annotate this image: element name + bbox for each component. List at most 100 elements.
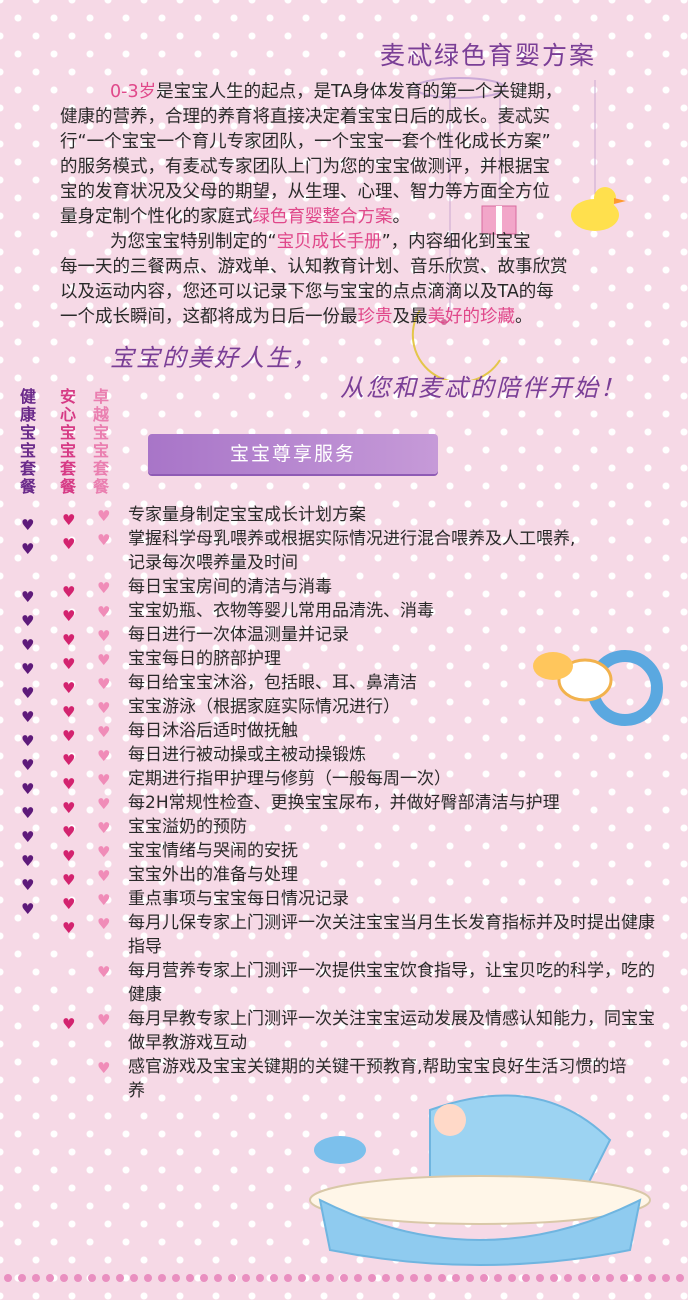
mobile-strings-icon <box>414 77 596 310</box>
border-dot <box>662 1274 670 1282</box>
baby-mobile-decoration <box>411 77 626 380</box>
heart-icon: ♥ <box>21 828 35 846</box>
service-text: 宝宝溢奶的预防 <box>128 817 247 837</box>
package-excellent-header: 卓越宝宝套餐 <box>92 387 109 496</box>
border-dot <box>522 1274 530 1282</box>
page-title: 麦忒绿色育婴方案 <box>380 41 597 70</box>
heart-icon: ♥ <box>21 660 35 678</box>
heart-icon: ♥ <box>62 871 76 889</box>
heart-icon: ♥ <box>62 583 76 601</box>
package-safe-header: 安心宝宝套餐 <box>59 387 76 496</box>
package-health-header: 健康宝宝套餐 <box>19 387 36 496</box>
heart-icon: ♥ <box>62 847 76 865</box>
heart-icon: ♥ <box>21 852 35 870</box>
border-dot <box>494 1274 502 1282</box>
heart-icon: ♥ <box>97 675 111 693</box>
service-text: 定期进行指甲护理与修剪（一般每周一次） <box>128 769 451 789</box>
intro-line: 宝的发育状况及父母的期望，从生理、心理、智力等方面全方位 <box>60 182 550 202</box>
border-dot <box>298 1274 306 1282</box>
service-text: 宝宝外出的准备与处理 <box>128 865 298 885</box>
border-dot <box>228 1274 236 1282</box>
heart-icon: ♥ <box>62 655 76 673</box>
heart-icon: ♥ <box>97 795 111 813</box>
intro-line: 量身定制个性化的家庭式绿色育婴整合方案。 <box>60 205 688 230</box>
intro-line: 0-3岁是宝宝人生的起点，是TA身体发育的第一个关键期， <box>60 80 688 105</box>
intro-line: 健康的营养，合理的养育将直接决定着宝宝日后的成长。麦忒实 <box>60 107 550 127</box>
service-text: 每日给宝宝沐浴，包括眼、耳、鼻清洁 <box>128 673 417 693</box>
border-dot <box>620 1274 628 1282</box>
intro-line: 行“一个宝宝一个育儿专家团队，一个宝宝一套个性化成长方案” <box>60 132 551 152</box>
border-dot <box>578 1274 586 1282</box>
heart-icon: ♥ <box>21 684 35 702</box>
border-dot <box>186 1274 194 1282</box>
intro-line: 以及运动内容，您还可以记录下您与宝宝的点点滴滴以及TA的每 <box>60 282 554 302</box>
baby-cradle-icon <box>309 1094 651 1266</box>
service-text: 掌握科学母乳喂养或根据实际情况进行混合喂养及人工喂养,记录每次喂养量及时间 <box>128 529 576 573</box>
service-text: 感官游戏及宝宝关键期的关键干预教育,帮助宝宝良好生活习惯的培养 <box>128 1057 627 1101</box>
intro-text-segment: 。 <box>392 207 411 227</box>
gift-icon <box>481 205 517 235</box>
heart-icon: ♥ <box>97 579 111 597</box>
duck-icon <box>571 187 626 231</box>
heart-icon: ♥ <box>62 607 76 625</box>
heart-icon: ♥ <box>21 636 35 654</box>
border-dot <box>32 1274 40 1282</box>
intro-line: 每一天的三餐两点、游戏单、认知教育计划、音乐欣赏、故事欣赏 <box>60 257 568 277</box>
border-dot <box>326 1274 334 1282</box>
heart-icon: ♥ <box>62 919 76 937</box>
intro-text-segment: 及最 <box>392 307 428 327</box>
heart-icon: ♥ <box>97 867 111 885</box>
heart-icon: ♥ <box>21 756 35 774</box>
highlight-treasure: 美好的珍藏 <box>427 307 516 327</box>
border-dot <box>536 1274 544 1282</box>
border-dot <box>550 1274 558 1282</box>
heart-icon: ♥ <box>97 891 111 909</box>
heart-icon: ♥ <box>97 771 111 789</box>
border-dot <box>676 1274 684 1282</box>
border-dot <box>340 1274 348 1282</box>
border-dot <box>592 1274 600 1282</box>
heart-icon: ♥ <box>97 603 111 621</box>
service-text: 宝宝每日的脐部护理 <box>128 649 281 669</box>
heart-icon: ♥ <box>97 723 111 741</box>
heart-icon: ♥ <box>21 588 35 606</box>
heart-icon: ♥ <box>97 531 111 549</box>
border-dot <box>508 1274 516 1282</box>
intro-text-segment: 为您宝宝特别制定的“ <box>110 232 277 252</box>
service-text: 宝宝奶瓶、衣物等婴儿常用品清洗、消毒 <box>128 601 434 621</box>
slogan-line-2: 从您和麦忒的陪伴开始！ <box>340 374 626 402</box>
border-dot <box>382 1274 390 1282</box>
border-dot <box>634 1274 642 1282</box>
slogan-line-1: 宝宝的美好人生， <box>110 344 318 372</box>
heart-icon: ♥ <box>21 540 35 558</box>
intro-text-segment: ”，内容细化到宝宝 <box>381 232 531 252</box>
border-dot <box>256 1274 264 1282</box>
border-dot <box>214 1274 222 1282</box>
heart-icon: ♥ <box>97 747 111 765</box>
service-text: 宝宝游泳（根据家庭实际情况进行） <box>128 697 400 717</box>
heart-icon: ♥ <box>97 843 111 861</box>
heart-icon: ♥ <box>62 631 76 649</box>
heart-icon: ♥ <box>97 1059 111 1077</box>
moon-icon <box>411 309 501 380</box>
heart-icon: ♥ <box>62 535 76 553</box>
highlight-green-plan: 绿色育婴整合方案 <box>252 207 393 227</box>
border-dot <box>284 1274 292 1282</box>
service-text: 每月营养专家上门测评一次提供宝宝饮食指导，让宝贝吃的科学，吃的健康 <box>128 961 655 1005</box>
border-dot <box>466 1274 474 1282</box>
border-dot <box>564 1274 572 1282</box>
border-dot <box>116 1274 124 1282</box>
heart-icon: ♥ <box>62 751 76 769</box>
heart-icon: ♥ <box>21 900 35 918</box>
border-dot <box>130 1274 138 1282</box>
intro-text-segment: 量身定制个性化的家庭式 <box>60 207 253 227</box>
border-dot <box>242 1274 250 1282</box>
heart-icon: ♥ <box>62 703 76 721</box>
heart-icon: ♥ <box>21 780 35 798</box>
border-dot <box>270 1274 278 1282</box>
border-dot <box>452 1274 460 1282</box>
service-text: 每2H常规性检查、更换宝宝尿布，并做好臀部清洁与护理 <box>128 793 560 813</box>
pacifier-icon <box>533 650 663 726</box>
heart-icon: ♥ <box>62 1015 76 1033</box>
border-dot <box>18 1274 26 1282</box>
